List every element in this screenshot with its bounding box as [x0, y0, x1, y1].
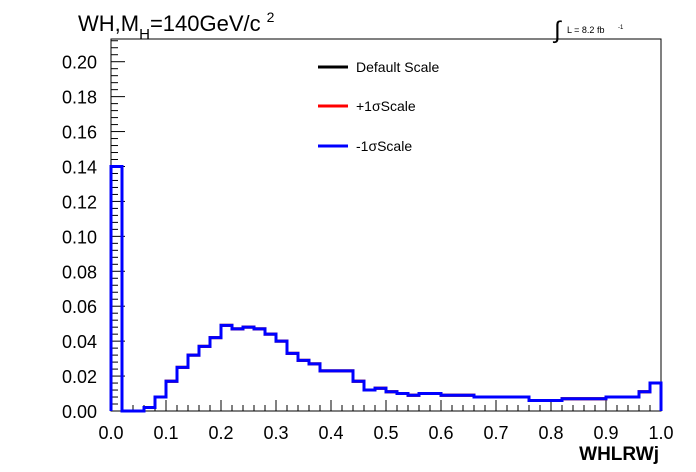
title-superscript: 2 [267, 9, 275, 25]
y-tick-label: 0.14 [62, 157, 97, 177]
luminosity-superscript: -1 [618, 25, 624, 31]
x-tick-label: 1.0 [648, 423, 673, 443]
y-tick-label: 0.20 [62, 53, 97, 73]
x-tick-label: 0.2 [208, 423, 233, 443]
x-tick-label: 0.5 [373, 423, 398, 443]
y-tick-label: 0.00 [62, 402, 97, 422]
x-tick-label: 0.7 [483, 423, 508, 443]
y-tick-label: 0.18 [62, 88, 97, 108]
legend-label-default: Default Scale [356, 59, 439, 75]
legend-label-minus1sigma: -1σScale [356, 138, 412, 154]
y-tick-label: 0.08 [62, 262, 97, 282]
y-tick-label: 0.10 [62, 227, 97, 247]
y-tick-label: 0.06 [62, 297, 97, 317]
chart-title: WH,MH=140GeV/c 2 [78, 9, 275, 43]
x-tick-label: 0.8 [538, 423, 563, 443]
x-tick-label: 0.4 [318, 423, 343, 443]
x-tick-label: 0.3 [263, 423, 288, 443]
series-layer [109, 164, 663, 413]
x-tick-label: 0.1 [153, 423, 178, 443]
x-tick-label: 0.9 [593, 423, 618, 443]
luminosity-label: ∫ L = 8.2 fb -1 [552, 17, 624, 44]
y-tick-label: 0.16 [62, 123, 97, 143]
title-rest: =140GeV/c [150, 11, 261, 36]
x-tick-label: 0.6 [428, 423, 453, 443]
legend-label-plus1sigma: +1σScale [356, 98, 416, 114]
y-tick-label: 0.04 [62, 332, 97, 352]
x-axis-title: WHLRWj [579, 444, 659, 465]
axis-tick-labels: 0.0 0.1 0.2 0.3 0.4 0.5 0.6 0.7 0.8 0.9 1.0 0.00 0.0… [62, 53, 674, 443]
y-tick-label: 0.02 [62, 367, 97, 387]
x-tick-label: 0.0 [98, 423, 123, 443]
legend: Default Scale +1σScale -1σScale [318, 59, 439, 154]
title-main: WH,M [78, 11, 139, 36]
title-subscript: H [139, 26, 150, 43]
svg-text:WH,MH=140GeV/c2: WH,MH=140GeV/c 2 [78, 9, 275, 43]
series-line-2 [109, 164, 663, 413]
y-tick-label: 0.12 [62, 192, 97, 212]
luminosity-text: L = 8.2 fb [567, 25, 604, 35]
integral-symbol: ∫ [552, 17, 562, 44]
